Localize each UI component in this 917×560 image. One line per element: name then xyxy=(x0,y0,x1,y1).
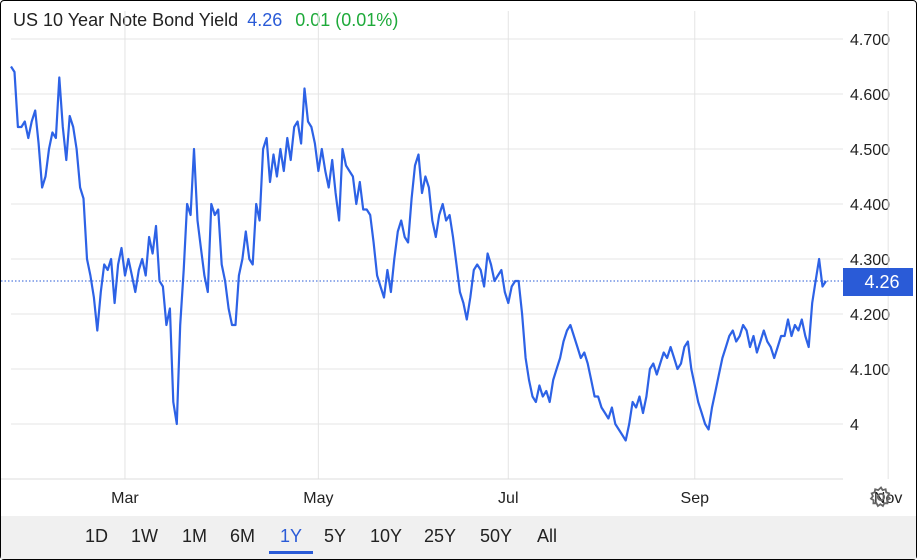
range-button-5y[interactable]: 5Y xyxy=(324,526,347,546)
y-tick-label: 4.700 xyxy=(850,32,890,49)
gear-icon[interactable] xyxy=(869,485,893,509)
x-tick-label: May xyxy=(303,490,333,507)
y-tick-label: 4.200 xyxy=(850,307,890,324)
last-value: 4.26 xyxy=(247,10,283,30)
x-tick-label: Mar xyxy=(111,490,139,507)
y-tick-label: 4.400 xyxy=(850,197,890,214)
chart-header: US 10 Year Note Bond Yield 4.26 0.01 (0.… xyxy=(13,10,398,31)
range-button-1y[interactable]: 1Y xyxy=(280,526,303,546)
range-button-1m[interactable]: 1M xyxy=(182,526,208,546)
range-button-6m[interactable]: 6M xyxy=(230,526,256,546)
range-selector: 1D 1W 1M 6M 1Y 5Y 10Y 25Y 50Y All xyxy=(1,516,916,559)
chart-title: US 10 Year Note Bond Yield xyxy=(13,10,239,30)
range-button-50y[interactable]: 50Y xyxy=(480,526,513,546)
yield-line-chart[interactable]: 4.700 4.600 4.500 4.400 4.300 4.200 4.100 4 Mar M… xyxy=(1,1,916,516)
y-tick-label: 4.100 xyxy=(850,362,890,379)
change-value: 0.01 (0.01%) xyxy=(295,10,399,30)
last-value-label: 4.26 xyxy=(864,272,899,292)
range-button-1d[interactable]: 1D xyxy=(85,526,109,546)
range-button-all[interactable]: All xyxy=(537,526,558,546)
range-button-10y[interactable]: 10Y xyxy=(370,526,403,546)
y-tick-label: 4 xyxy=(850,417,859,434)
series-line xyxy=(10,65,827,442)
x-tick-label: Sep xyxy=(681,490,710,507)
y-tick-label: 4.600 xyxy=(850,87,890,104)
active-range-indicator xyxy=(269,551,313,554)
x-tick-label: Jul xyxy=(498,490,518,507)
y-tick-label: 4.500 xyxy=(850,142,890,159)
range-button-25y[interactable]: 25Y xyxy=(424,526,457,546)
last-value-badge xyxy=(843,268,913,296)
range-button-1w[interactable]: 1W xyxy=(131,526,158,546)
y-tick-label: 4.300 xyxy=(850,252,890,269)
